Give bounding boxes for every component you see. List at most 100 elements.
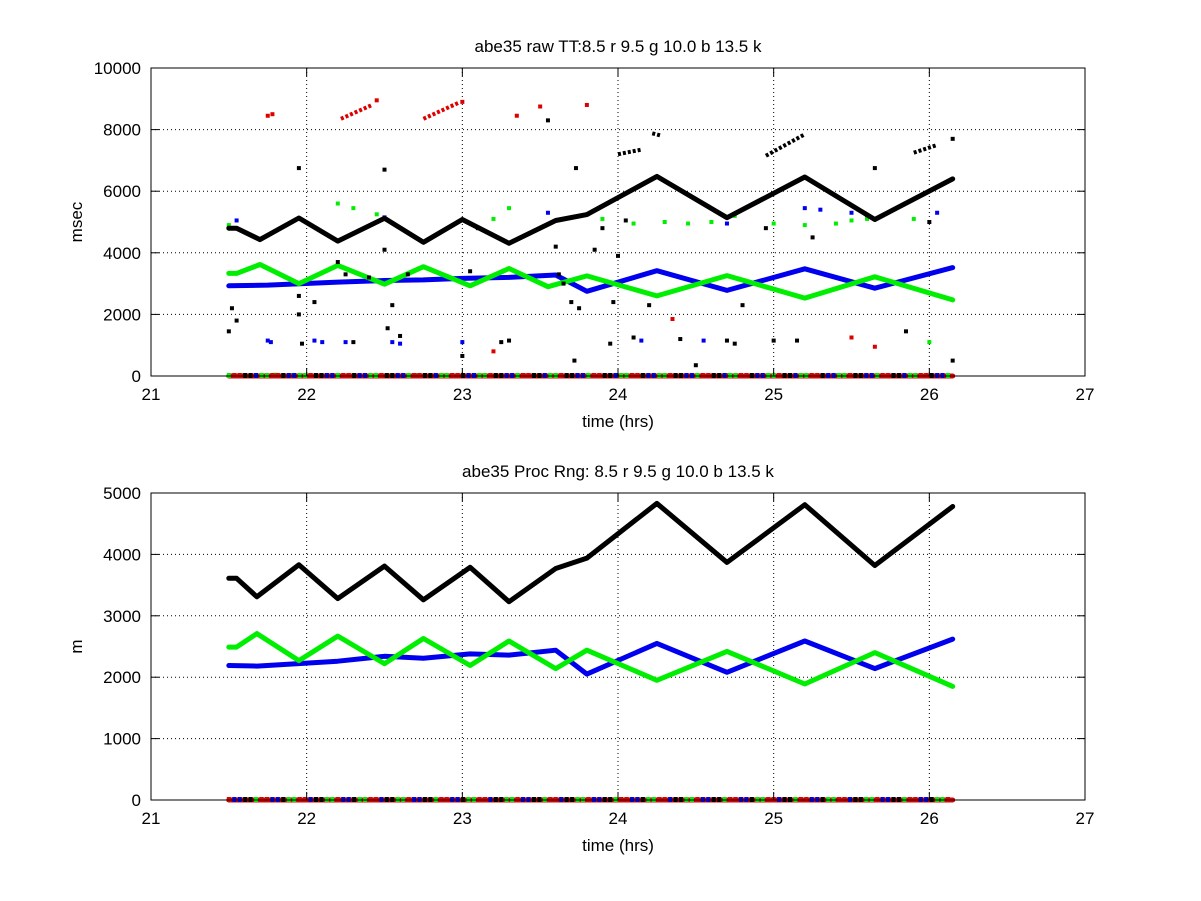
point-cluster [764,132,806,158]
data-point [577,306,582,311]
point-cluster [913,143,938,155]
data-point [335,201,340,206]
data-point [763,226,768,231]
x-tick-label: 27 [1076,809,1095,828]
data-point [872,166,877,171]
data-point [795,338,800,343]
y-tick-label: 10000 [94,59,141,78]
data-point [320,340,325,345]
data-point [385,326,390,331]
data-point [670,317,675,322]
point-cluster [651,131,663,138]
y-tick-label: 3000 [103,607,141,626]
data-point [935,210,940,215]
data-point [608,341,613,346]
data-point [343,340,348,345]
data-point [475,226,480,231]
point-cluster [617,147,642,157]
data-point [600,226,605,231]
data-point [296,293,301,298]
x-tick-label: 21 [142,809,161,828]
data-point [584,102,589,107]
data-point [911,216,916,221]
data-point [740,303,745,308]
data-point [312,300,317,305]
y-tick-label: 2000 [103,668,141,687]
x-tick-label: 26 [920,385,939,404]
data-point [398,333,403,338]
chart-title: abe35 Proc Rng: 8.5 r 9.5 g 10.0 b 13.5 … [462,462,774,481]
data-point [265,113,270,118]
data-point [709,220,714,224]
data-point [950,136,955,141]
x-tick-label: 22 [297,809,316,828]
series-line [226,500,956,605]
data-point [693,363,698,368]
data-point [545,118,550,123]
y-tick-label: 8000 [103,121,141,140]
data-point [234,318,239,323]
data-point [802,206,807,211]
data-point [647,303,652,308]
data-point [561,281,566,286]
y-tick-label: 0 [132,367,141,386]
data-point [903,329,908,334]
y-tick-label: 6000 [103,182,141,201]
data-point [701,338,706,343]
data-point [872,344,877,349]
x-tick-label: 26 [920,809,939,828]
chart-proc-rng: abe35 Proc Rng: 8.5 r 9.5 g 10.0 b 13.5 … [67,462,1094,855]
data-point [390,340,395,345]
data-point [623,218,628,223]
data-point [573,166,578,171]
y-axis-label: m [67,639,86,653]
data-point [268,340,273,345]
data-point [366,275,371,280]
data-point [611,300,616,305]
data-point [724,338,729,343]
axis-ticks: 21 22 23 24 25 26 27 0 1000 2000 3000 4000 5000 [103,484,1094,828]
data-point [507,338,512,343]
data-point [270,112,275,117]
data-point [265,338,270,343]
data-point [296,166,301,171]
y-tick-label: 4000 [103,545,141,564]
grid-lines [151,68,1085,376]
data-point [460,353,465,358]
data-point [569,300,574,305]
data-point [771,338,776,343]
data-point [553,244,558,249]
data-point [724,221,729,226]
x-tick-label: 22 [297,385,316,404]
data-point [662,220,667,224]
data-point [592,247,597,252]
data-point [771,221,776,226]
data-point [572,358,577,363]
data-point [678,337,683,342]
x-tick-label: 23 [453,385,472,404]
data-point [491,216,496,221]
data-point [631,335,636,340]
data-point [398,341,403,346]
data-point [686,221,691,226]
data-point [631,221,636,226]
data-point [927,220,932,224]
point-cluster [422,100,461,121]
data-point [600,216,605,221]
data-point [343,272,348,277]
data-point [616,253,620,258]
data-point [382,167,387,172]
x-tick-label: 25 [764,809,783,828]
data-point [468,269,473,274]
chart-raw-tt: abe35 raw TT:8.5 r 9.5 g 10.0 b 13.5 k t… [67,37,1094,431]
data-point [460,99,465,104]
data-point [234,218,239,223]
x-axis-label: time (hrs) [582,412,654,431]
data-point [833,221,838,226]
data-point [382,247,387,252]
data-point [374,98,379,103]
data-point [802,223,807,228]
data-point [390,303,395,308]
